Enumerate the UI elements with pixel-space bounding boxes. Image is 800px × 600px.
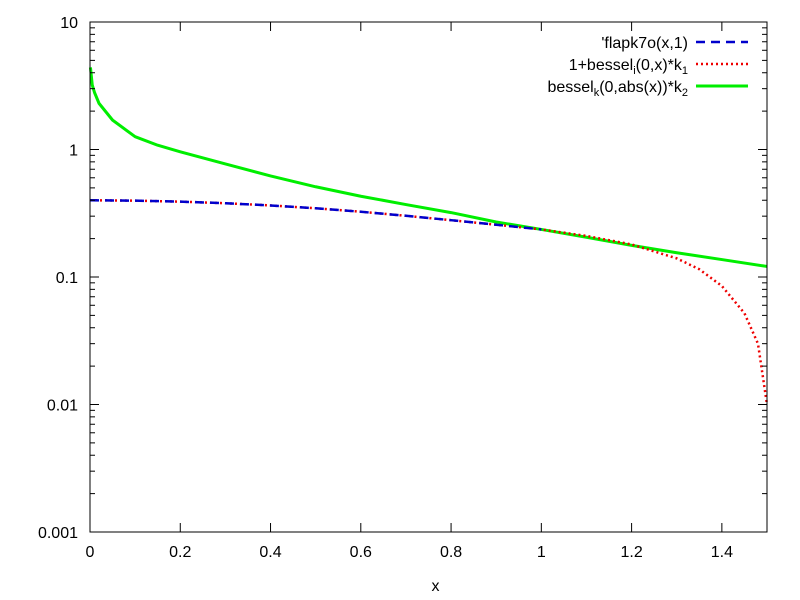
series-line-1: [89, 198, 769, 405]
x-tick-label: 0: [86, 544, 95, 561]
x-tick-label: 0.4: [259, 544, 281, 561]
x-tick-label: 1.2: [620, 544, 642, 561]
y-tick-label: 0.01: [47, 398, 78, 415]
x-tick-label: 0.6: [350, 544, 372, 561]
x-tick-label: 1.4: [711, 544, 733, 561]
y-tick-label: 0.1: [56, 270, 78, 287]
ticks-layer: 0 0.2 0.4 0.6 0.8 1 1.2 1.4 0.001 0.01 0.1 1 10: [38, 15, 767, 561]
legend-label-1: 1+besseli(0,x)*k1: [569, 57, 688, 77]
y-tick-label: 10: [60, 15, 78, 32]
series-layer: [88, 67, 769, 405]
y-tick-label: 0.001: [38, 525, 78, 542]
plot-frame: [89, 21, 768, 533]
x-tick-label: 0.8: [440, 544, 462, 561]
x-axis-label: x: [432, 578, 440, 595]
series-line-2: [88, 67, 768, 268]
legend-label-2: besselk(0,abs(x))*k2: [547, 79, 688, 99]
y-tick-label: 1: [69, 143, 78, 160]
legend: 'flapk7o(x,1) 1+besseli(0,x)*k1besselk(0,…: [547, 35, 748, 99]
x-tick-label: 0.2: [169, 544, 191, 561]
series-line-0: [89, 198, 542, 231]
x-tick-label: 1: [537, 544, 546, 561]
legend-label-0: 'flapk7o(x,1): [601, 35, 688, 52]
